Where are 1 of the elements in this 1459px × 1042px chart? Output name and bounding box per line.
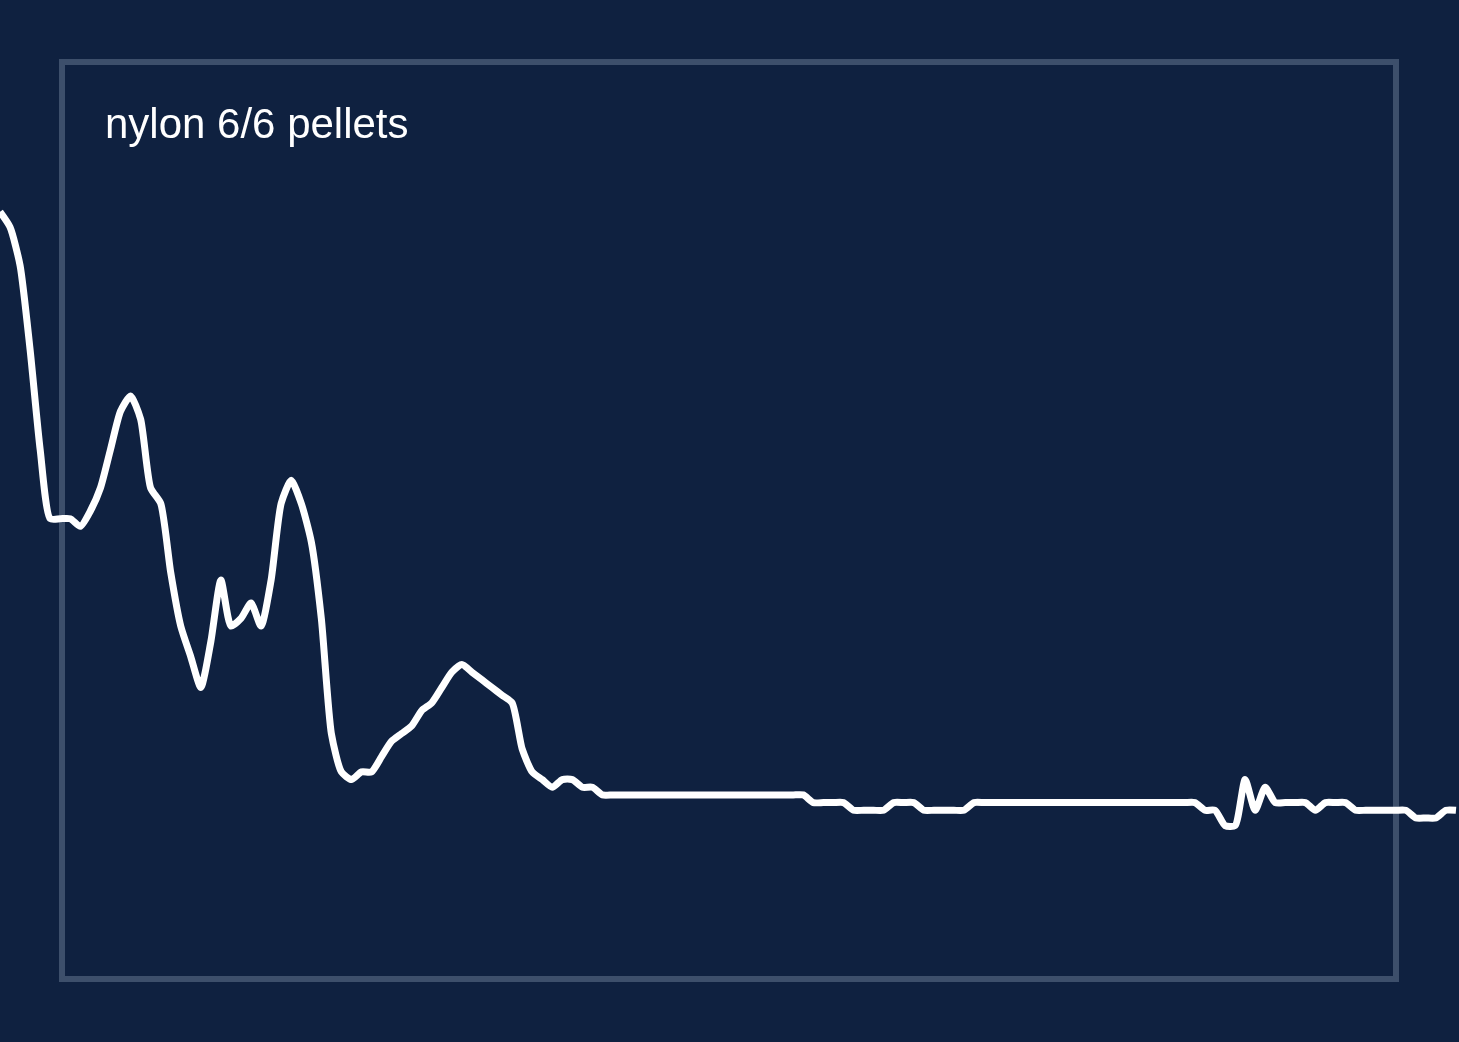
chart-title: nylon 6/6 pellets xyxy=(105,99,409,147)
